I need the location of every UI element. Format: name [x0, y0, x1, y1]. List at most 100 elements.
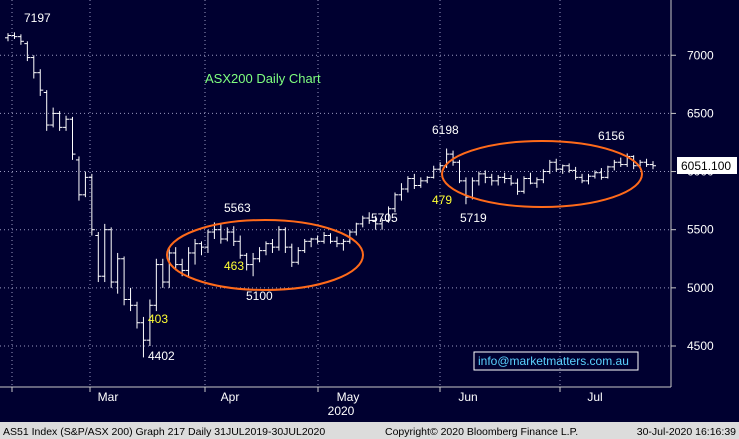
ohlc-bar	[353, 222, 360, 236]
ohlc-bar	[37, 69, 44, 96]
ohlc-bar	[198, 241, 205, 256]
y-tick-label: 4500	[687, 339, 714, 353]
ohlc-bar	[482, 170, 489, 184]
ohlc-bar	[327, 233, 334, 244]
grid	[0, 0, 671, 387]
ohlc-bar	[269, 239, 276, 253]
ohlc-bar	[50, 107, 57, 128]
y-tick-label: 5000	[687, 281, 714, 295]
ohlc-bar	[559, 164, 566, 174]
ohlc-bar	[308, 237, 315, 248]
ohlc-bar	[75, 156, 82, 201]
consolidation-ellipse-2	[441, 140, 643, 208]
last-price-label-bg	[677, 157, 737, 174]
ohlc-bar	[172, 247, 179, 271]
ohlc-bar	[24, 41, 31, 62]
x-tick-label: Jul	[587, 390, 602, 404]
annotation-label: 6156	[598, 129, 625, 143]
ohlc-bar	[5, 33, 11, 42]
ohlc-bar	[424, 176, 431, 184]
ohlc-bar	[11, 32, 18, 39]
ohlc-bar	[579, 173, 586, 184]
ohlc-bar	[585, 173, 592, 185]
ohlc-bar	[56, 111, 63, 131]
ohlc-bar	[256, 247, 263, 263]
consolidation-ellipse-1	[166, 219, 364, 291]
annotation-label: 463	[224, 259, 244, 273]
ohlc-bar	[501, 172, 508, 184]
ohlc-bar	[95, 232, 102, 283]
ohlc-bar	[321, 232, 328, 244]
ohlc-bar	[591, 170, 598, 179]
x-tick-label: May	[337, 390, 360, 404]
ohlc-bar	[598, 168, 605, 180]
ohlc-bar	[217, 223, 224, 244]
ohlc-bar	[340, 239, 347, 251]
x-axis-year: 2020	[328, 404, 355, 418]
price-bars	[5, 32, 656, 358]
ohlc-bar	[611, 159, 618, 171]
ohlc-bar	[514, 178, 521, 195]
annotation-label: 403	[148, 312, 168, 326]
annotation-label: 5100	[246, 289, 273, 303]
ohlc-bar	[192, 239, 199, 265]
ohlc-bar	[411, 173, 418, 189]
ohlc-bar	[204, 229, 211, 253]
ohlc-bar	[159, 258, 166, 288]
ohlc-bar	[546, 159, 553, 174]
ohlc-bar	[398, 183, 405, 201]
footer-bar	[0, 422, 739, 439]
footer-left: AS51 Index (S&P/ASX 200) Graph 217 Daily…	[3, 426, 325, 438]
ohlc-bar	[108, 227, 115, 288]
ohlc-bar	[430, 165, 437, 179]
ohlc-bar	[237, 235, 244, 259]
ohlc-bar	[630, 155, 637, 170]
annotation-label: 4402	[148, 349, 175, 363]
ohlc-bar	[153, 258, 160, 312]
ohlc-bar	[392, 192, 398, 213]
ohlc-bar	[63, 115, 70, 131]
ohlc-bar	[185, 247, 192, 277]
ohlc-bar	[495, 175, 502, 186]
ohlc-bar	[230, 226, 237, 246]
ohlc-bar	[43, 90, 50, 131]
annotation-label: 479	[432, 193, 452, 207]
ohlc-bar	[475, 171, 482, 186]
ohlc-bar	[121, 256, 128, 306]
ohlc-bar	[82, 171, 89, 198]
ohlc-bar	[314, 235, 321, 244]
ohlc-bar	[30, 55, 37, 79]
last-price-label: 6051.100	[681, 159, 731, 173]
ohlc-bar	[101, 223, 108, 283]
ohlc-bar	[417, 177, 424, 188]
ohlc-bar	[288, 243, 295, 267]
ohlc-bar	[359, 215, 366, 228]
ohlc-bar	[295, 247, 302, 265]
ohlc-bar	[572, 166, 579, 180]
ohlc-bar	[224, 227, 231, 242]
ohlc-bar	[404, 176, 411, 193]
ohlc-bar	[69, 116, 76, 160]
ohlc-bar	[127, 287, 134, 312]
x-tick-label: Apr	[221, 390, 240, 404]
y-tick-label: 5500	[687, 223, 714, 237]
ohlc-bar	[282, 227, 289, 253]
ohlc-bar	[366, 212, 373, 224]
y-tick-label: 7000	[687, 48, 714, 62]
y-axis: 450050005500600065007000	[671, 48, 714, 353]
ohlc-bar	[17, 34, 24, 45]
ohlc-bar	[540, 169, 547, 184]
annotations: 7197 4402 403 5563 463 5100 5705 6198 479 5719 615…	[24, 11, 625, 363]
ohlc-bar	[617, 157, 624, 167]
ohlc-bar	[134, 301, 140, 329]
ohlc-bar	[437, 162, 444, 172]
y-tick-label: 6500	[687, 106, 714, 120]
ohlc-bar	[553, 158, 560, 172]
ohlc-bar	[385, 206, 392, 223]
ohlc-bar	[250, 252, 257, 277]
footer-right: 30-Jul-2020 16:16:39	[637, 426, 736, 438]
ohlc-bar	[88, 173, 95, 236]
ohlc-bar	[533, 177, 540, 188]
